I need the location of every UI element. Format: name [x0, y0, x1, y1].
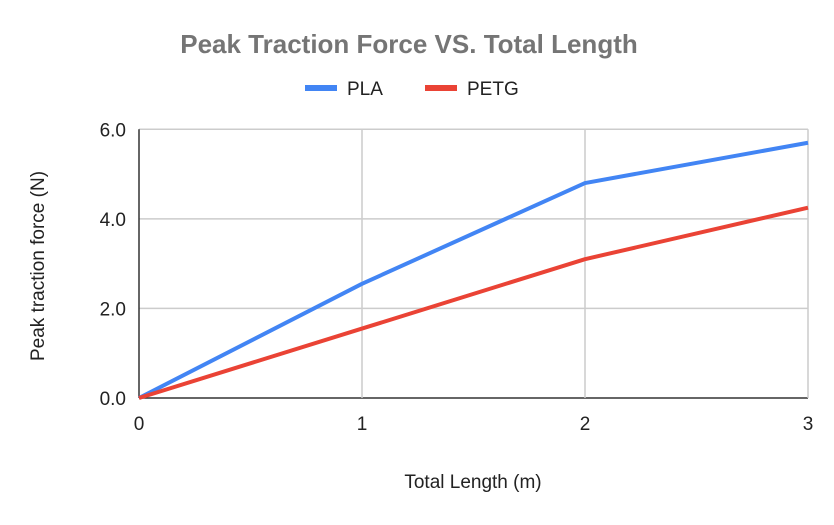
y-tick-label: 2.0 [100, 299, 126, 320]
x-axis-label: Total Length (m) [404, 472, 541, 493]
series-line-petg [138, 205, 809, 400]
legend: PLA PETG [305, 79, 519, 100]
chart-title: Peak Traction Force VS. Total Length [180, 29, 638, 59]
series-line-pla [138, 140, 809, 400]
x-tick-label: 2 [580, 414, 591, 435]
series-lines [138, 140, 809, 400]
y-tick-label: 0.0 [100, 389, 126, 410]
tick-labels: 0.0 2.0 4.0 6.0 0 1 2 3 [100, 120, 814, 435]
y-tick-label: 6.0 [100, 120, 126, 141]
legend-label-petg: PETG [467, 79, 519, 100]
legend-label-pla: PLA [347, 79, 383, 100]
x-tick-label: 1 [357, 414, 368, 435]
gridlines [138, 128, 809, 399]
x-tick-label: 0 [134, 414, 145, 435]
y-tick-label: 4.0 [100, 210, 126, 231]
x-tick-label: 3 [803, 414, 814, 435]
y-axis-label: Peak traction force (N) [28, 171, 49, 361]
